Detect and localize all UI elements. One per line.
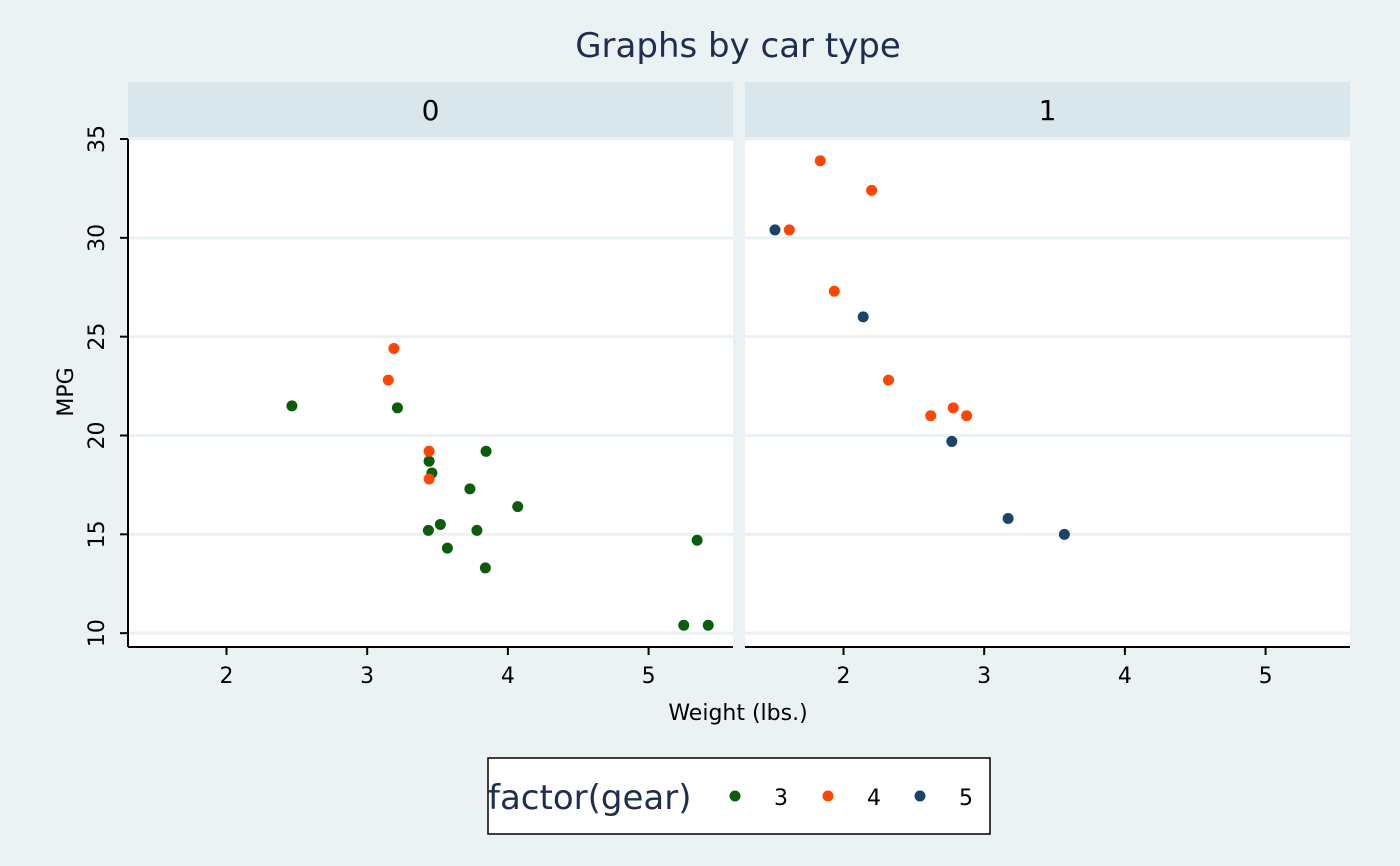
x-tick-label: 2 — [219, 664, 233, 689]
legend-label-5: 5 — [959, 786, 973, 811]
legend-marker-4 — [822, 790, 834, 802]
data-point-gear-3 — [702, 619, 714, 631]
chart-title: Graphs by car type — [575, 26, 901, 66]
data-point-gear-3 — [286, 400, 298, 412]
facet-strip — [128, 82, 733, 137]
data-point-gear-3 — [434, 518, 446, 530]
data-point-gear-4 — [961, 410, 973, 422]
facet-strip-label: 0 — [422, 94, 440, 127]
y-tick-label: 10 — [85, 619, 110, 647]
x-tick-label: 5 — [642, 664, 656, 689]
legend-marker-5 — [914, 790, 926, 802]
data-point-gear-3 — [512, 501, 524, 513]
plot-area — [745, 139, 1350, 647]
data-point-gear-4 — [423, 473, 435, 485]
facet-strip-label: 1 — [1039, 94, 1057, 127]
data-point-gear-3 — [422, 524, 434, 536]
legend-title: factor(gear) — [488, 778, 691, 818]
data-point-gear-4 — [828, 285, 840, 297]
data-point-gear-3 — [479, 562, 491, 574]
legend: factor(gear) 3 4 5 — [487, 757, 991, 835]
data-point-gear-5 — [769, 224, 781, 236]
x-tick-label: 4 — [1118, 664, 1132, 689]
x-tick-label: 3 — [977, 664, 991, 689]
data-point-gear-3 — [480, 445, 492, 457]
facet-panel-1: 1 2 3 4 5 — [745, 82, 1350, 689]
data-point-gear-4 — [883, 374, 895, 386]
x-axis-label: Weight (lbs.) — [668, 701, 807, 726]
data-point-gear-4 — [382, 374, 394, 386]
x-tick-label: 5 — [1259, 664, 1273, 689]
data-point-gear-4 — [388, 343, 400, 355]
y-tick-label: 15 — [85, 520, 110, 548]
data-point-gear-3 — [471, 524, 483, 536]
data-point-gear-5 — [857, 311, 869, 323]
data-point-gear-5 — [1002, 513, 1014, 525]
legend-label-3: 3 — [774, 786, 788, 811]
data-point-gear-4 — [925, 410, 937, 422]
data-point-gear-4 — [783, 224, 795, 236]
data-point-gear-3 — [423, 455, 435, 467]
data-point-gear-5 — [946, 435, 958, 447]
x-tick-label: 4 — [501, 664, 515, 689]
data-point-gear-4 — [866, 184, 878, 196]
facet-panel-0: 0 2 3 4 5 10 15 20 25 30 35 — [85, 82, 733, 689]
legend-label-4: 4 — [867, 786, 881, 811]
y-tick-label: 20 — [85, 421, 110, 449]
y-tick-label: 30 — [85, 224, 110, 252]
x-tick-label: 3 — [360, 664, 374, 689]
data-point-gear-3 — [691, 534, 703, 546]
data-point-gear-3 — [678, 619, 690, 631]
data-point-gear-3 — [464, 483, 476, 495]
legend-marker-3 — [729, 790, 741, 802]
data-point-gear-3 — [391, 402, 403, 414]
y-axis-label: MPG — [54, 367, 79, 416]
y-tick-label: 25 — [85, 323, 110, 351]
data-point-gear-4 — [814, 155, 826, 167]
x-tick-label: 2 — [836, 664, 850, 689]
data-point-gear-4 — [947, 402, 959, 414]
data-point-gear-4 — [423, 445, 435, 457]
facet-strip — [745, 82, 1350, 137]
y-tick-label: 35 — [85, 125, 110, 153]
plot-area — [128, 139, 733, 647]
data-point-gear-5 — [1058, 528, 1070, 540]
data-point-gear-3 — [441, 542, 453, 554]
